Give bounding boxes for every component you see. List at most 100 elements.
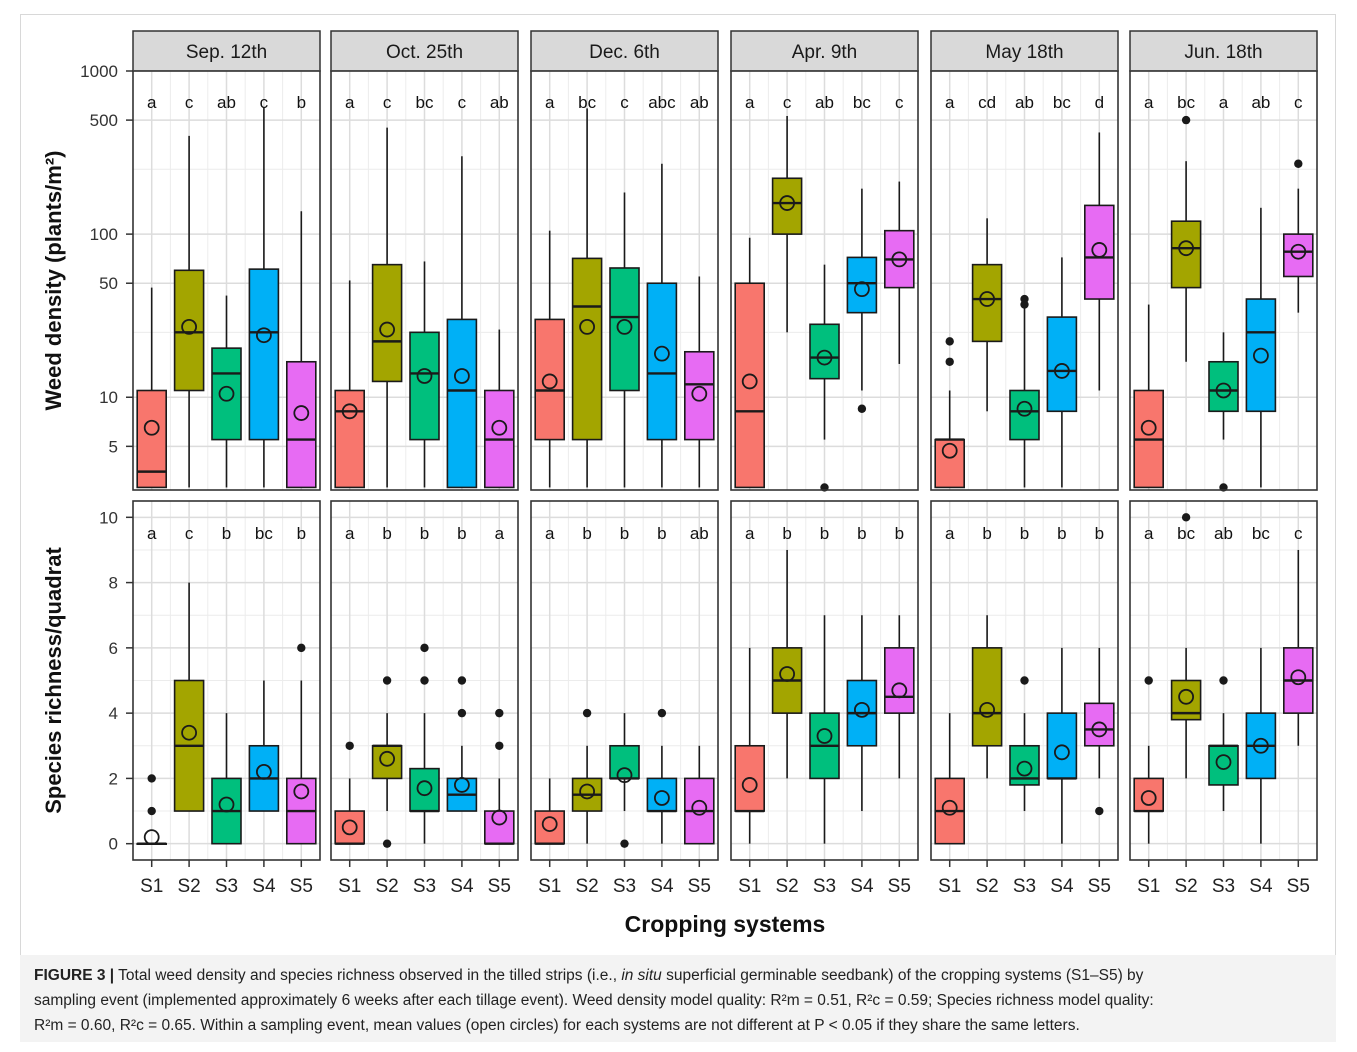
y-tick-label: 100	[90, 225, 118, 244]
outlier-point	[1144, 676, 1153, 685]
mean-circle	[941, 442, 958, 459]
x-tick-label: S5	[1088, 876, 1111, 897]
box-S4: c	[446, 93, 478, 489]
mean-circle	[691, 385, 708, 402]
box-iqr	[285, 360, 317, 489]
significance-letter: bc	[1177, 524, 1195, 543]
mean-circle	[1290, 243, 1307, 260]
box-S2: b	[771, 524, 803, 779]
box-S5: b	[285, 524, 317, 845]
box-S5: a	[483, 524, 515, 845]
facet-strip-6	[1129, 30, 1318, 72]
significance-letter: b	[982, 524, 991, 543]
box-S5: b	[1084, 524, 1115, 816]
box-S3: b	[609, 524, 640, 848]
mean-circle	[1091, 721, 1108, 738]
outlier-point	[1181, 115, 1191, 125]
significance-letter: bc	[578, 93, 596, 112]
mean-circle	[379, 750, 396, 767]
box-S2: c	[771, 93, 803, 333]
y-tick-label: 500	[90, 111, 118, 130]
mean-circle	[341, 819, 358, 836]
box-iqr	[334, 389, 366, 489]
y-tick-label: 10	[99, 388, 118, 407]
mean-circle	[1016, 760, 1033, 777]
box-iqr	[1283, 233, 1314, 278]
box-S3: ab	[211, 93, 242, 488]
significance-letter: a	[545, 93, 555, 112]
significance-letter: ab	[690, 93, 709, 112]
faceted-boxplot-chart: Sep. 12th Oct. 25th Dec. 6th Apr. 9th May 18…	[41, 30, 1318, 937]
caption-line-2: sampling event (implemented approximatel…	[34, 992, 1154, 1009]
outlier-point	[495, 708, 504, 718]
outlier-point	[1219, 676, 1228, 685]
box-S3: b	[211, 524, 242, 845]
mean-circle	[616, 318, 633, 335]
box-iqr	[136, 389, 167, 489]
box-S5: ab	[683, 93, 715, 488]
y-tick-label: 1000	[80, 62, 118, 81]
box-S5: d	[1084, 93, 1115, 391]
x-tick-label: S1	[140, 876, 163, 897]
x-tick-label: S1	[338, 876, 361, 897]
facet-strip-2	[330, 30, 519, 72]
significance-letter: b	[1020, 524, 1029, 543]
significance-letter: ab	[815, 93, 834, 112]
box-S1: a	[734, 524, 766, 844]
mean-circle	[579, 318, 595, 335]
mean-circle	[779, 195, 795, 211]
box-S1: a	[1133, 93, 1164, 489]
significance-letter: a	[945, 93, 955, 112]
box-S2: b	[571, 524, 603, 844]
box-iqr	[409, 767, 440, 812]
caption-text-1-italic: in situ	[621, 967, 662, 984]
outlier-point	[945, 357, 954, 366]
x-tick-label: S2	[177, 876, 200, 897]
significance-letter: ab	[217, 93, 236, 112]
panel-richness-facet-5: a b b b b S1 S2 S3 S4 S5	[930, 500, 1119, 897]
x-tick-label: S3	[1013, 876, 1036, 897]
mean-circle	[491, 809, 508, 826]
y-tick-label: 8	[109, 574, 118, 593]
significance-letter: a	[545, 524, 555, 543]
box-S5: c	[1283, 524, 1314, 746]
box-S3: b	[809, 524, 840, 844]
significance-letter: b	[782, 524, 791, 543]
panel-density-facet-2: a c bc c ab	[330, 70, 519, 491]
mean-circle	[491, 419, 508, 436]
outlier-point	[857, 404, 867, 413]
box-S1: a	[136, 524, 167, 846]
outlier-point	[620, 839, 629, 848]
box-S1: a	[1133, 524, 1164, 844]
outlier-point	[382, 676, 392, 685]
mean-circle	[1054, 744, 1070, 761]
outlier-point	[457, 708, 467, 718]
significance-letter: ab	[1015, 93, 1034, 112]
box-S4: b	[1046, 524, 1078, 844]
significance-letter: a	[745, 524, 755, 543]
box-S3: b	[409, 524, 440, 844]
box-iqr	[683, 350, 715, 441]
mean-circle	[891, 682, 908, 699]
significance-letter: c	[458, 93, 467, 112]
outlier-point	[1181, 513, 1191, 522]
box-S4: c	[248, 93, 280, 488]
outlier-point	[382, 839, 392, 848]
significance-letter: a	[345, 93, 355, 112]
box-S5: b	[883, 524, 915, 779]
significance-letter: a	[147, 93, 157, 112]
mean-circle	[691, 799, 708, 816]
box-S2: cd	[971, 93, 1003, 412]
outlier-point	[1294, 159, 1303, 168]
box-S3: c	[609, 93, 640, 488]
outlier-point	[495, 741, 504, 750]
box-S3: ab	[1009, 93, 1040, 488]
box-S1: a	[534, 93, 566, 488]
box-iqr	[971, 647, 1003, 747]
outlier-point	[945, 337, 954, 346]
x-tick-label: S4	[450, 876, 474, 897]
panel-density-facet-5: a cd ab bc d	[930, 70, 1119, 491]
box-S3: ab	[809, 93, 840, 492]
facet-strip-3	[530, 30, 719, 72]
